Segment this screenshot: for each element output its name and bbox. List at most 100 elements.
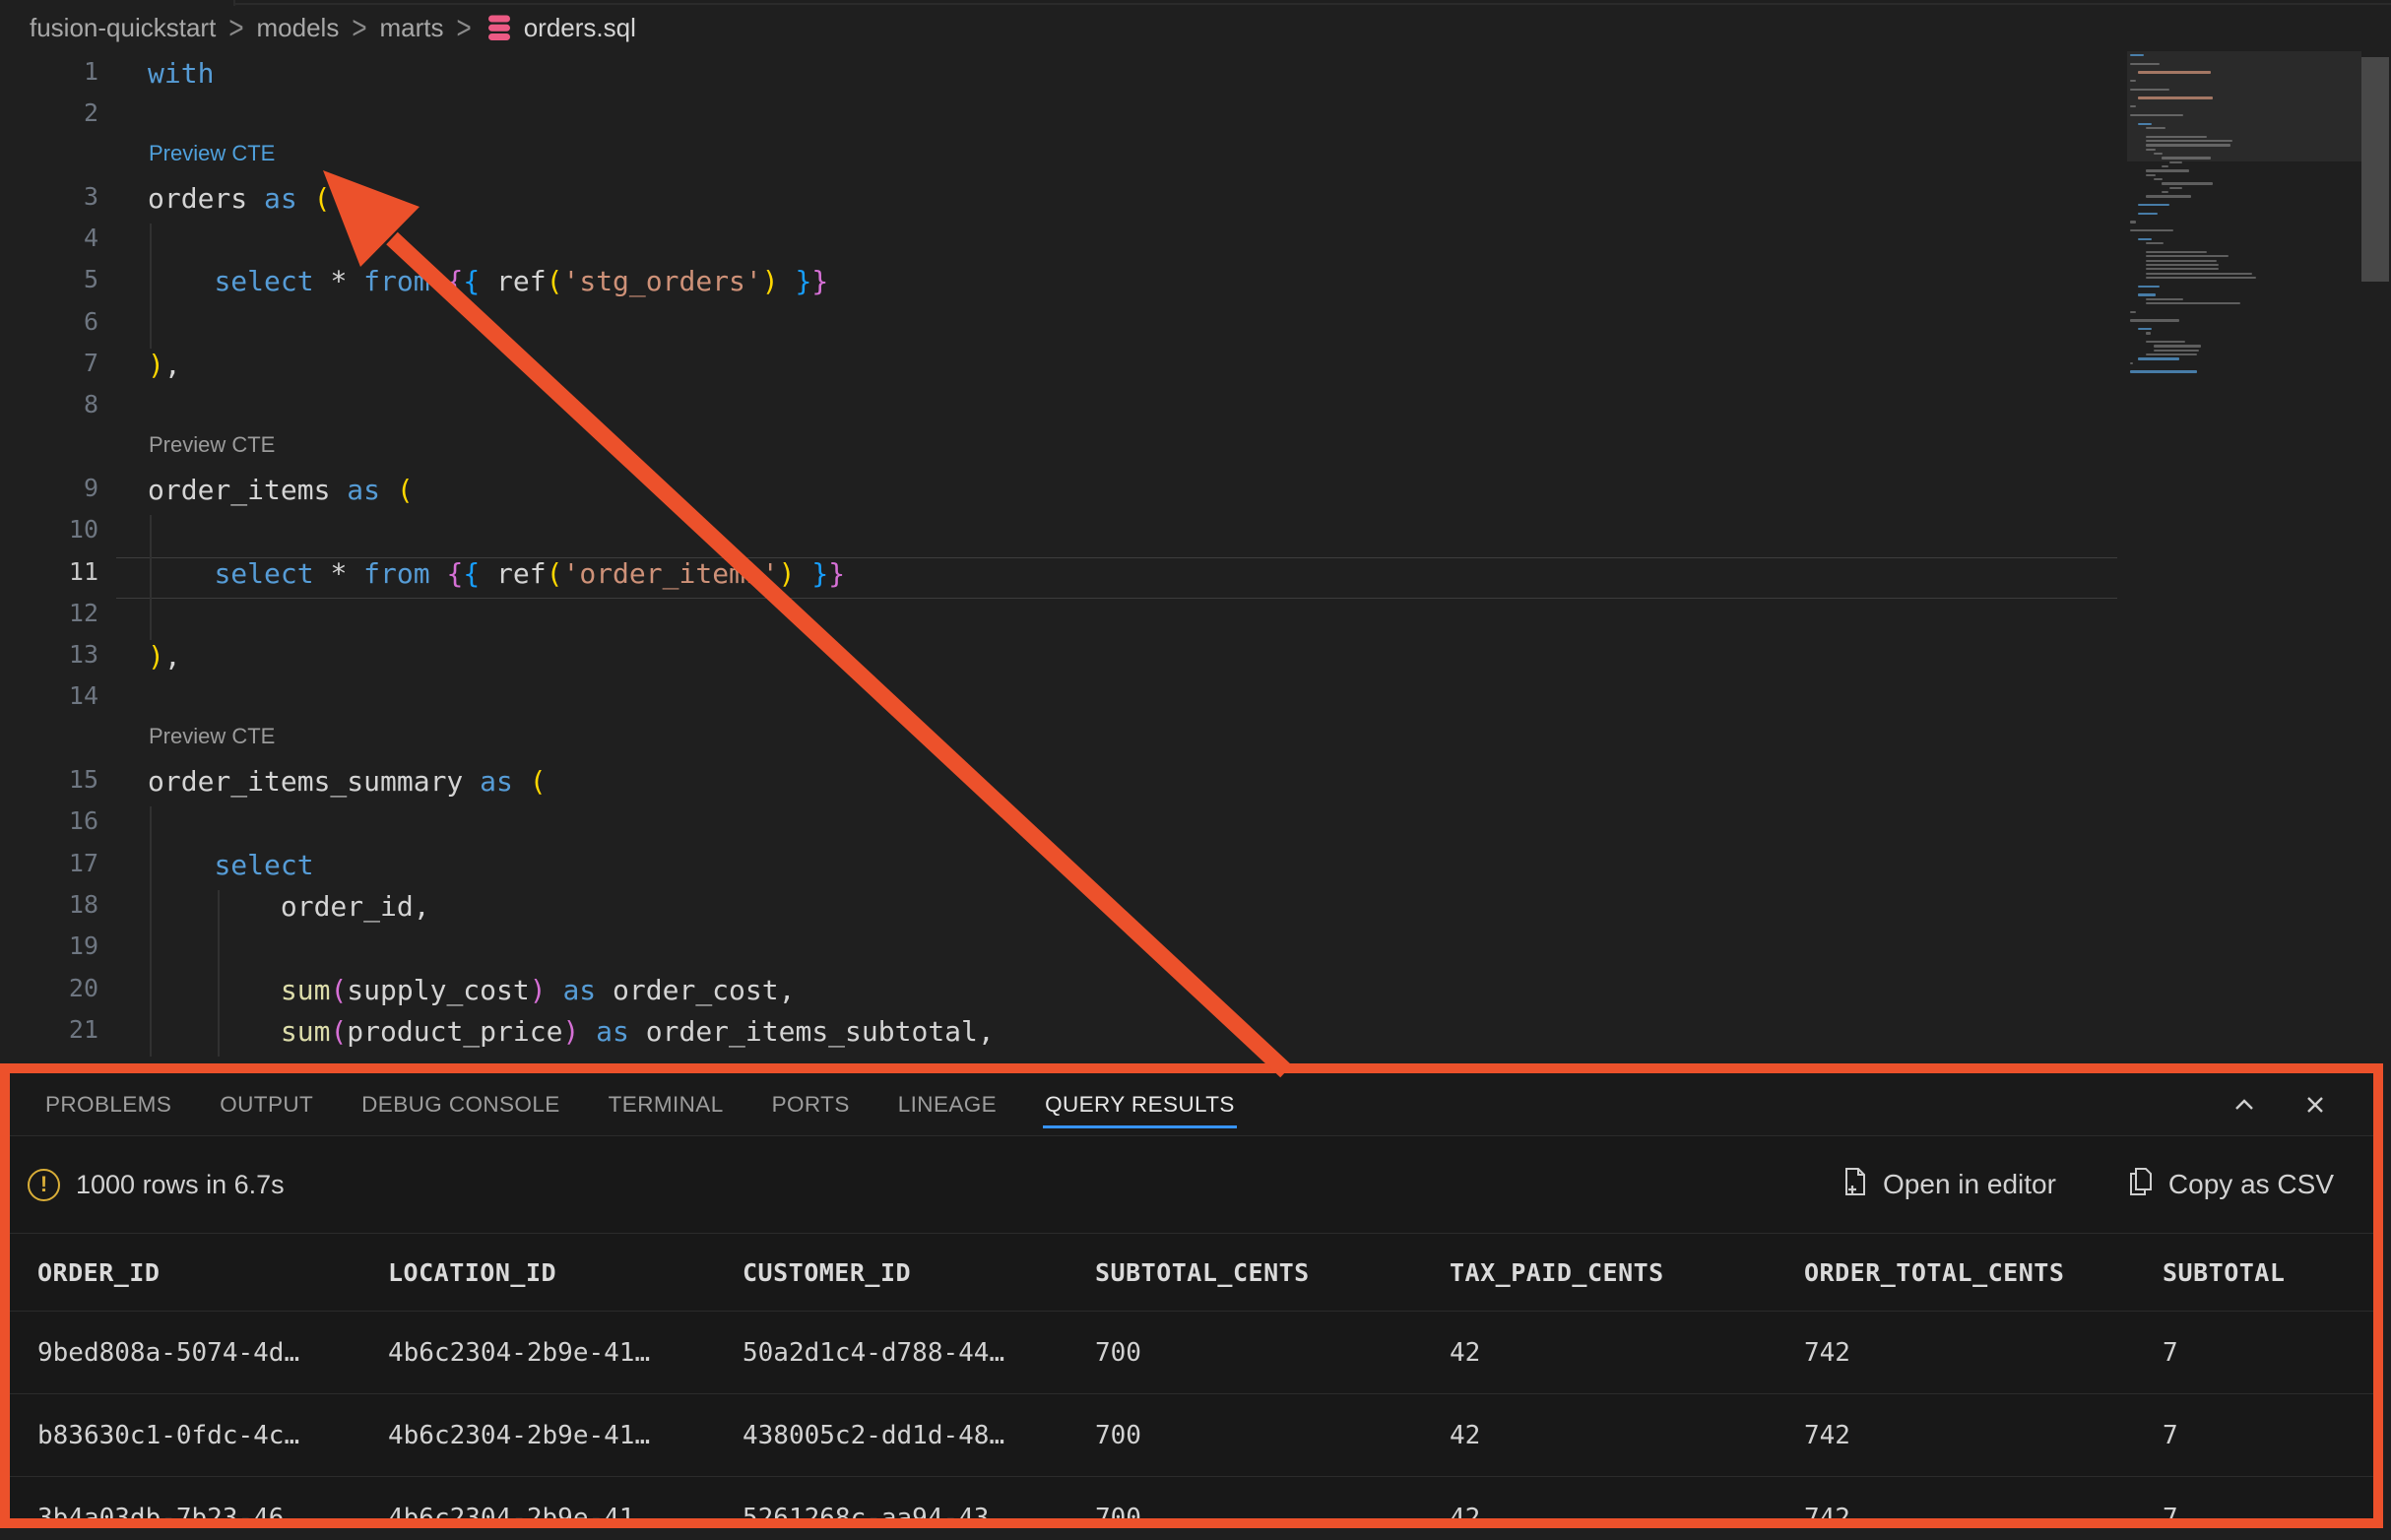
token: as — [596, 1014, 629, 1048]
minimap-line — [2146, 332, 2151, 335]
table-row[interactable]: 9bed808a-5074-4d… 4b6c2304-2b9e-41… 50a2d1… — [10, 1311, 2373, 1393]
token: ref — [496, 265, 547, 298]
code-text: select — [148, 849, 313, 890]
breadcrumb: fusion-quickstart > models > marts > orders.sq… — [0, 6, 636, 49]
copy-as-csv-button[interactable]: Copy as CSV — [2127, 1167, 2334, 1203]
token: as — [480, 765, 530, 799]
token: sum — [280, 973, 331, 1006]
code-line: 5 select * from {{ ref('stg_orders') }} — [0, 265, 2127, 307]
breadcrumb-file[interactable]: orders.sql — [485, 13, 636, 43]
minimap-line — [2130, 361, 2133, 365]
breadcrumb-item[interactable]: models — [256, 12, 340, 42]
line-number: 14 — [68, 681, 98, 711]
close-icon[interactable] — [2300, 1090, 2330, 1120]
code-line: 6 — [0, 306, 2127, 350]
token — [480, 265, 496, 297]
code-line: 13), — [0, 640, 2127, 681]
code-line: 3 orders as ( — [0, 182, 2127, 224]
open-in-editor-button[interactable]: Open in editor — [1842, 1167, 2056, 1203]
tab-output[interactable]: OUTPUT — [220, 1091, 314, 1117]
results-table-body: 9bed808a-5074-4d… 4b6c2304-2b9e-41… 50a2d1… — [10, 1311, 2373, 1528]
column-header-order_total_cents[interactable]: ORDER_TOTAL_CENTS — [1804, 1257, 2065, 1287]
code-text: with — [148, 57, 214, 98]
token — [430, 265, 447, 297]
code-editor[interactable]: 1 with 2 Preview CTE 3 orders as (4 5 select *… — [0, 57, 2127, 1058]
minimap-slider[interactable] — [2127, 51, 2361, 161]
token: { — [463, 556, 481, 590]
column-header-subtotal_cents[interactable]: SUBTOTAL_CENTS — [1095, 1257, 1310, 1287]
minimap-line — [2146, 144, 2230, 147]
line-number: 16 — [68, 806, 98, 836]
preview-cte-link[interactable]: Preview CTE — [149, 431, 276, 457]
breadcrumb-item[interactable]: marts — [379, 12, 444, 42]
column-header-customer_id[interactable]: CUSTOMER_ID — [743, 1257, 912, 1287]
code-line: 1 with — [0, 57, 2127, 98]
token: ) — [778, 556, 796, 590]
tab-separator — [233, 0, 235, 6]
tab-debug-console[interactable]: DEBUG CONSOLE — [361, 1091, 560, 1117]
preview-cte-link[interactable]: Preview CTE — [149, 140, 276, 165]
line-number: 5 — [83, 265, 98, 294]
column-header-subtotal[interactable]: SUBTOTAL — [2163, 1257, 2286, 1287]
token: 'order_items' — [562, 556, 779, 590]
table-cell: 50a2d1c4-d788-44… — [743, 1337, 1005, 1368]
chevron-up-icon[interactable] — [2229, 1090, 2259, 1120]
table-row[interactable]: b83630c1-0fdc-4c… 4b6c2304-2b9e-41… 438005… — [10, 1393, 2373, 1476]
token: ( — [546, 265, 563, 298]
minimap-line — [2146, 195, 2191, 198]
table-cell: 42 — [1450, 1503, 1481, 1528]
token: as — [264, 181, 314, 215]
token — [148, 557, 214, 590]
token — [347, 265, 363, 297]
tab-lineage[interactable]: LINEAGE — [897, 1091, 998, 1117]
code-line: 17 select — [0, 848, 2127, 890]
minimap-line — [2146, 135, 2207, 138]
token: * — [330, 265, 348, 298]
minimap-line — [2138, 293, 2156, 296]
breadcrumb-separator: > — [228, 8, 244, 46]
tab-bar-border — [235, 3, 2391, 5]
minimap-line — [2169, 186, 2182, 189]
minimap-line — [2146, 268, 2219, 271]
indent-guide — [150, 1014, 152, 1058]
minimap-line — [2146, 148, 2156, 151]
token: , — [778, 973, 796, 1006]
minimap-line — [2146, 301, 2240, 305]
minimap-line — [2130, 105, 2136, 108]
indent-guide — [150, 889, 152, 932]
token: as — [562, 973, 597, 1006]
token: order_id — [280, 889, 414, 923]
column-header-location_id[interactable]: LOCATION_ID — [388, 1257, 557, 1287]
results-table-header: ORDER_ID LOCATION_ID CUSTOMER_ID SUBTOTAL_C… — [10, 1234, 2373, 1311]
token — [480, 557, 496, 590]
tab-terminal[interactable]: TERMINAL — [608, 1091, 724, 1117]
warning-icon: ! — [28, 1168, 60, 1201]
codelens-row: Preview CTE — [0, 432, 2127, 474]
scrollbar-thumb[interactable] — [2361, 57, 2389, 282]
indent-guide — [218, 889, 220, 932]
token: sum — [280, 1014, 331, 1048]
column-header-tax_paid_cents[interactable]: TAX_PAID_CENTS — [1450, 1257, 1664, 1287]
table-cell: 742 — [1804, 1503, 1850, 1528]
preview-cte-link[interactable]: Preview CTE — [149, 723, 276, 748]
tab-problems[interactable]: PROBLEMS — [45, 1091, 172, 1117]
token: ( — [330, 1014, 348, 1048]
token: from — [363, 556, 430, 590]
table-row[interactable]: 3b4a03db-7b23-46 4b6c2304-2b9e-41 5261268c… — [10, 1476, 2373, 1528]
table-cell: 742 — [1804, 1337, 1850, 1368]
minimap-line — [2138, 328, 2152, 331]
tab-ports[interactable]: PORTS — [771, 1091, 850, 1117]
minimap[interactable] — [2130, 54, 2359, 375]
editor-scrollbar[interactable] — [2359, 47, 2391, 1063]
token — [148, 890, 281, 923]
column-header-order_id[interactable]: ORDER_ID — [37, 1257, 161, 1287]
token: ) — [148, 640, 164, 674]
breadcrumb-item[interactable]: fusion-quickstart — [30, 12, 217, 42]
tab-query-results[interactable]: QUERY RESULTS — [1043, 1073, 1237, 1135]
minimap-line — [2130, 54, 2144, 57]
minimap-line — [2162, 157, 2211, 160]
minimap-line — [2154, 349, 2199, 353]
code-text: sum(supply_cost) as order_cost, — [148, 973, 796, 1015]
line-number: 15 — [68, 765, 98, 795]
table-cell: 700 — [1095, 1337, 1141, 1368]
